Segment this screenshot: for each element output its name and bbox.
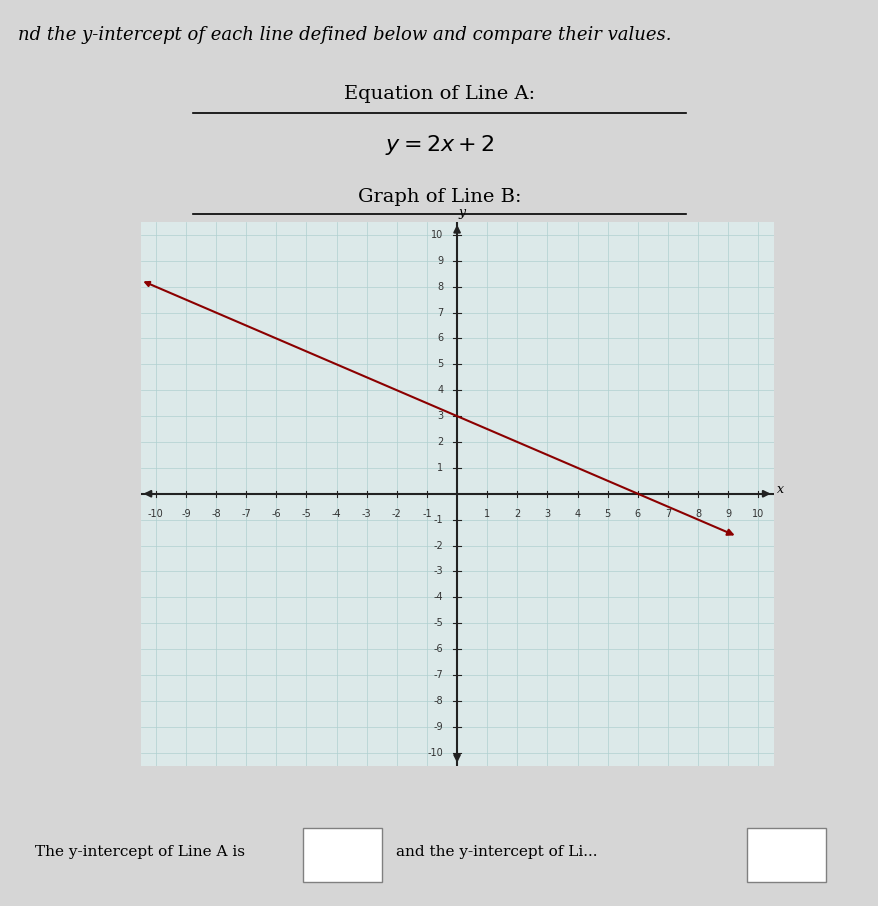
Text: 9: 9 <box>437 255 443 265</box>
Text: 9: 9 <box>724 509 730 519</box>
Text: 3: 3 <box>543 509 550 519</box>
Text: -1: -1 <box>421 509 431 519</box>
Text: -3: -3 <box>434 566 443 576</box>
Text: 3: 3 <box>437 411 443 421</box>
Text: 4: 4 <box>437 385 443 395</box>
Text: -8: -8 <box>434 696 443 706</box>
Text: 6: 6 <box>634 509 640 519</box>
Text: Graph of Line B:: Graph of Line B: <box>357 188 521 207</box>
Text: nd the y-intercept of each line defined below and compare their values.: nd the y-intercept of each line defined … <box>18 26 670 43</box>
Text: -4: -4 <box>331 509 341 519</box>
Text: 7: 7 <box>436 307 443 318</box>
Text: 5: 5 <box>436 360 443 370</box>
Text: -6: -6 <box>434 644 443 654</box>
Text: 4: 4 <box>574 509 580 519</box>
Text: 1: 1 <box>484 509 490 519</box>
Text: -2: -2 <box>392 509 401 519</box>
Text: -7: -7 <box>241 509 251 519</box>
Text: -10: -10 <box>428 747 443 757</box>
Text: 10: 10 <box>431 230 443 240</box>
Text: -7: -7 <box>433 670 443 680</box>
Text: 2: 2 <box>436 437 443 447</box>
Text: The y-intercept of Line A is: The y-intercept of Line A is <box>35 844 245 859</box>
Text: -5: -5 <box>301 509 311 519</box>
Text: $y = 2x + 2$: $y = 2x + 2$ <box>385 133 493 157</box>
Text: -5: -5 <box>433 618 443 628</box>
Text: 8: 8 <box>437 282 443 292</box>
Text: -6: -6 <box>271 509 281 519</box>
Text: x: x <box>775 484 782 496</box>
Text: y: y <box>457 207 464 219</box>
Text: 2: 2 <box>514 509 520 519</box>
Text: 1: 1 <box>437 463 443 473</box>
Text: 5: 5 <box>604 509 610 519</box>
Text: 10: 10 <box>752 509 764 519</box>
Text: -10: -10 <box>148 509 163 519</box>
Text: -8: -8 <box>211 509 220 519</box>
Text: 8: 8 <box>694 509 701 519</box>
Text: 6: 6 <box>437 333 443 343</box>
Text: -1: -1 <box>434 515 443 525</box>
Text: -3: -3 <box>362 509 371 519</box>
Text: -9: -9 <box>434 722 443 732</box>
Text: -4: -4 <box>434 593 443 602</box>
FancyBboxPatch shape <box>303 828 382 882</box>
Text: Equation of Line A:: Equation of Line A: <box>343 85 535 103</box>
FancyBboxPatch shape <box>746 828 825 882</box>
Text: -2: -2 <box>433 541 443 551</box>
Text: and the y-intercept of Li...: and the y-intercept of Li... <box>395 844 596 859</box>
Text: 7: 7 <box>664 509 671 519</box>
Text: -9: -9 <box>181 509 191 519</box>
